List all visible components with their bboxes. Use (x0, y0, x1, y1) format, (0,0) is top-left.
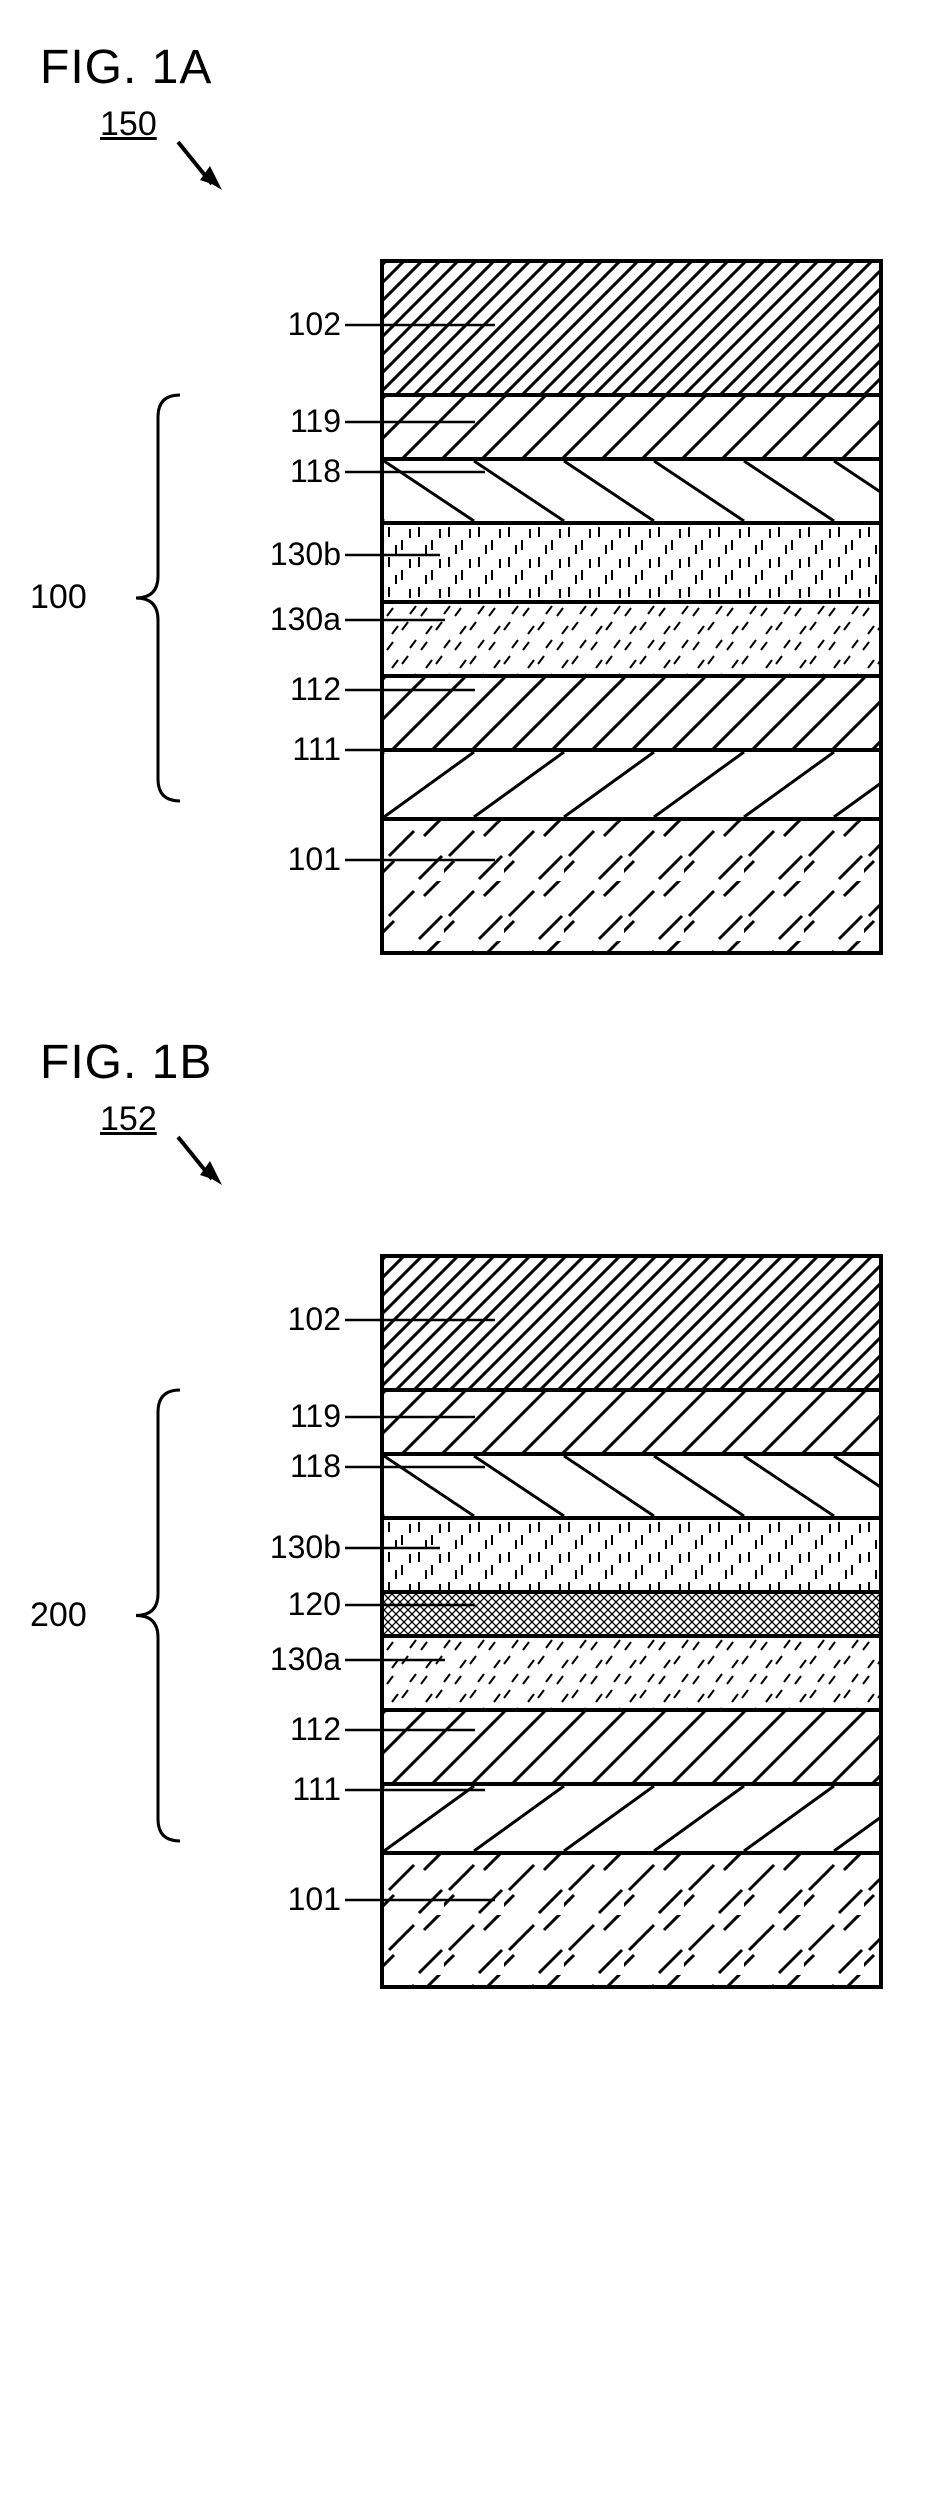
layer-118 (384, 457, 879, 521)
layer-102 (384, 1258, 879, 1388)
layer-label: 101 (288, 841, 380, 878)
bracket-col: 200 (50, 1254, 180, 1989)
layer-label: 120 (288, 1586, 380, 1623)
layer-stack (380, 259, 883, 955)
figure-title: FIG. 1A (40, 40, 900, 95)
ref-arrow (170, 134, 900, 209)
layer-label: 102 (288, 306, 380, 343)
layer-label-text: 102 (288, 306, 341, 343)
diagram: 100 102 119 118 130b 130a 112 111 101 (50, 259, 900, 955)
layer-111 (384, 1782, 879, 1851)
bracket-label: 100 (30, 578, 87, 617)
layer-label: 130b (270, 1529, 380, 1566)
layer-label-text: 130b (270, 536, 341, 573)
figure-1: FIG. 1B152 200102119118130b120130a112111… (30, 1035, 900, 1989)
layer-101 (384, 1851, 879, 1985)
bracket-label: 200 (30, 1596, 87, 1635)
ref-arrow (170, 1129, 900, 1204)
layer-label-text: 101 (288, 1881, 341, 1918)
layer-130a (384, 600, 879, 674)
layer-label: 112 (290, 1711, 380, 1748)
layer-112 (384, 674, 879, 748)
layer-label: 119 (290, 1398, 380, 1435)
labels-col: 102 119 118 130b 130a 112 111 101 (180, 259, 380, 955)
layer-label-text: 119 (290, 403, 341, 440)
layer-130b (384, 1516, 879, 1590)
bracket-col: 100 (50, 259, 180, 955)
labels-col: 102 119 118 130b 120 130a 112 111 101 (180, 1254, 380, 1989)
layer-119 (384, 393, 879, 457)
layer-102 (384, 263, 879, 393)
layer-label: 130a (270, 1641, 380, 1678)
layer-label-text: 118 (290, 1448, 341, 1485)
layer-101 (384, 817, 879, 951)
layer-label-text: 130b (270, 1529, 341, 1566)
layer-label-text: 101 (288, 841, 341, 878)
layer-112 (384, 1708, 879, 1782)
layer-label: 102 (288, 1301, 380, 1338)
layer-label: 101 (288, 1881, 380, 1918)
layer-label-text: 130a (270, 1641, 341, 1678)
diagram: 200 102 119 118 130b 120 130a 112 111 101 (50, 1254, 900, 1989)
layer-118 (384, 1452, 879, 1516)
layer-label-text: 111 (292, 731, 341, 768)
layer-label: 111 (292, 731, 380, 768)
layer-label: 130b (270, 536, 380, 573)
layer-label: 130a (270, 601, 380, 638)
layer-label: 118 (290, 453, 380, 490)
layer-label-text: 111 (292, 1771, 341, 1808)
layer-label: 119 (290, 403, 380, 440)
layer-label-text: 112 (290, 671, 341, 708)
layer-119 (384, 1388, 879, 1452)
layer-111 (384, 748, 879, 817)
layer-label-text: 102 (288, 1301, 341, 1338)
layer-label: 112 (290, 671, 380, 708)
layer-label-text: 112 (290, 1711, 341, 1748)
layer-label: 111 (292, 1771, 380, 1808)
layer-label-text: 119 (290, 1398, 341, 1435)
figure-0: FIG. 1A150 100102119118130b130a112111101 (30, 40, 900, 955)
layer-label: 118 (290, 1448, 380, 1485)
layer-label-text: 120 (288, 1586, 341, 1623)
layer-label-text: 118 (290, 453, 341, 490)
layer-label-text: 130a (270, 601, 341, 638)
layer-stack (380, 1254, 883, 1989)
layer-120 (384, 1590, 879, 1634)
layer-130b (384, 521, 879, 600)
layer-130a (384, 1634, 879, 1708)
figure-title: FIG. 1B (40, 1035, 900, 1090)
